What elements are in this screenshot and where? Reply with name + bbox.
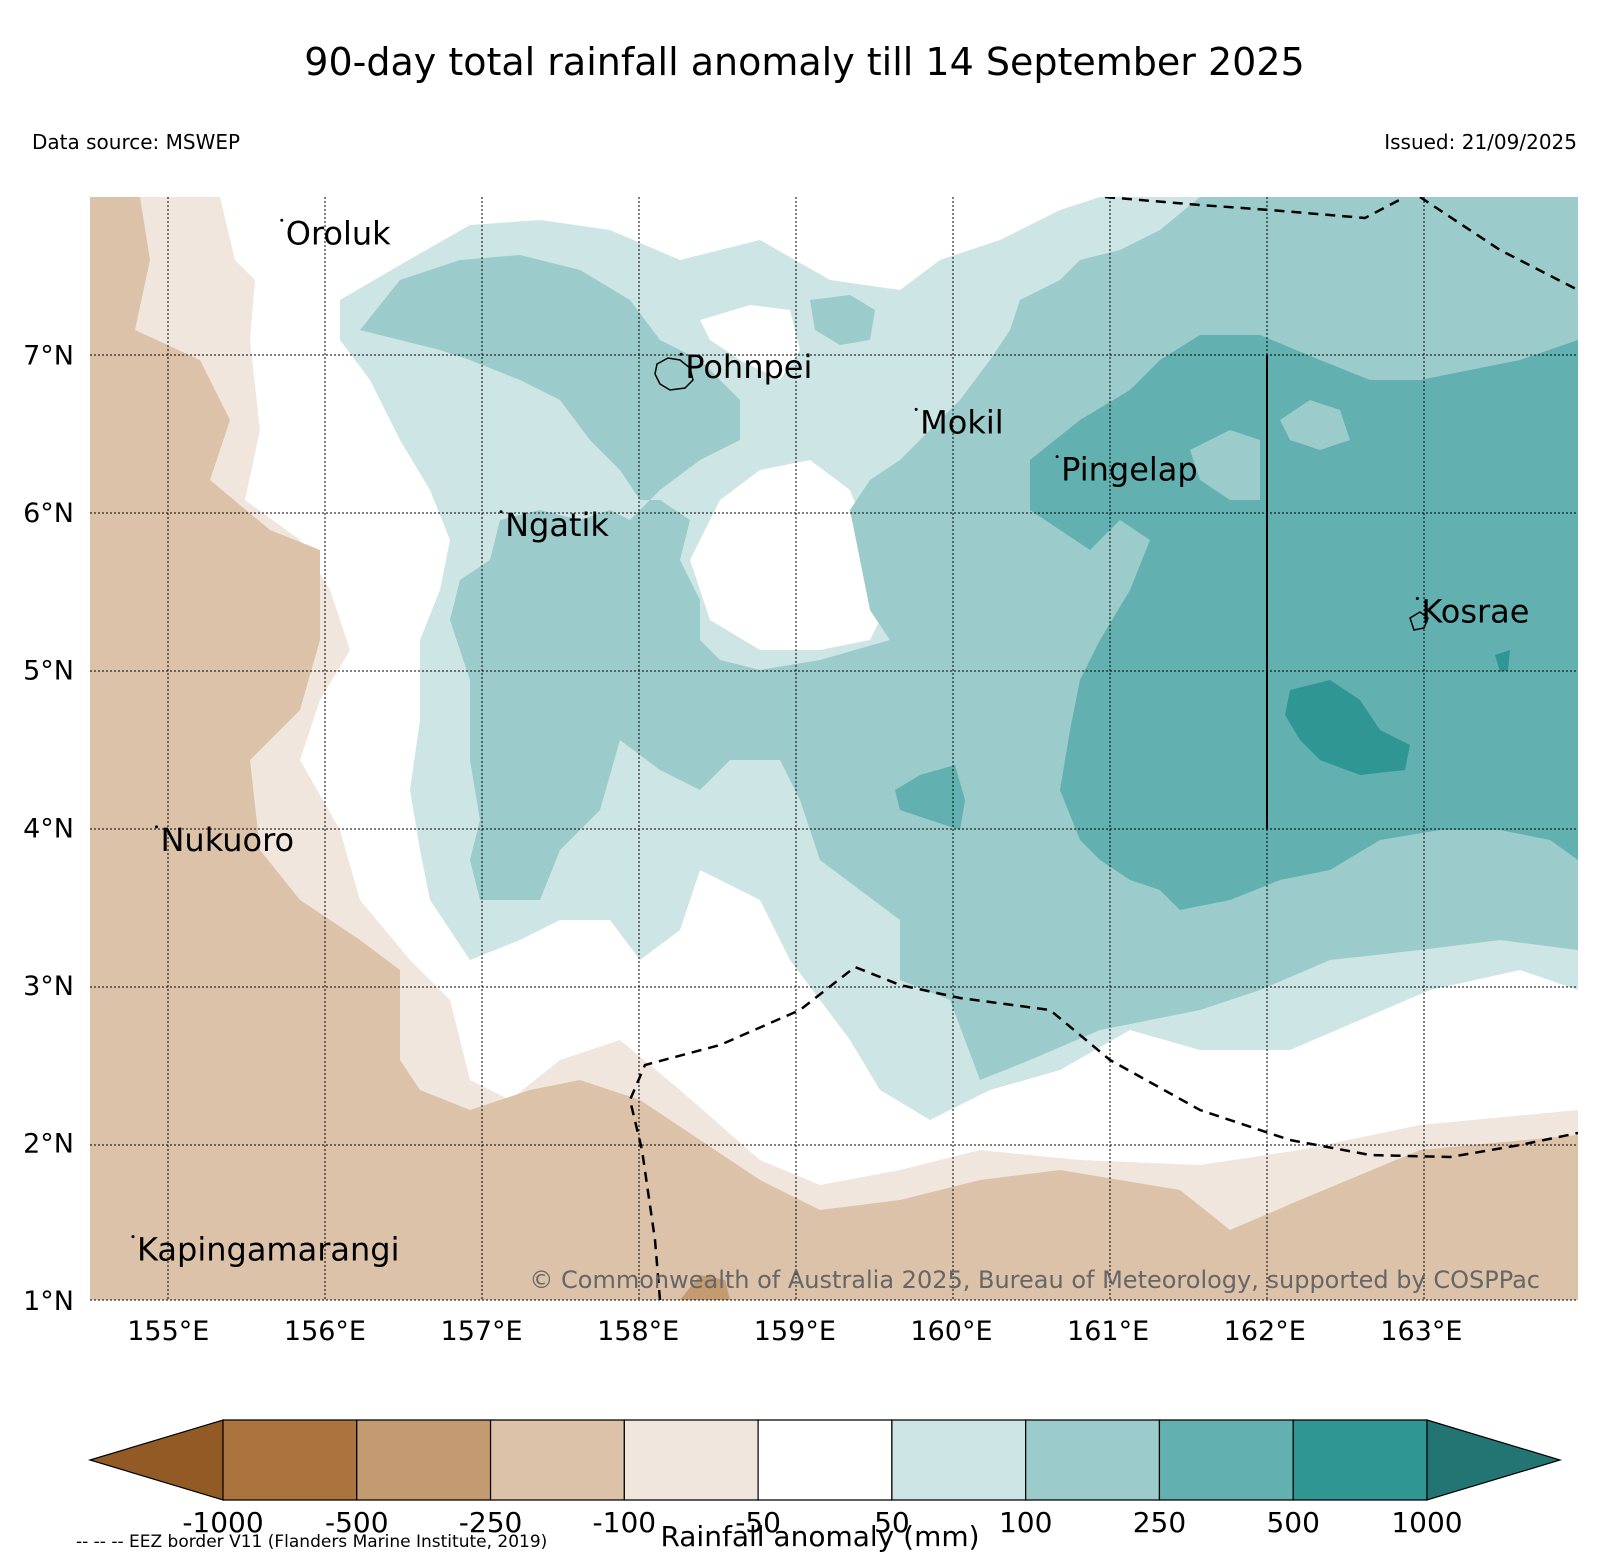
anomaly-contours (90, 197, 1578, 1300)
lon-tick-label: 157°E (441, 1316, 523, 1347)
place-label-nukuoro: Nukuoro (160, 821, 294, 859)
lon-tick-label: 160°E (910, 1316, 992, 1347)
colorbar-segment (757, 1419, 893, 1501)
colorbar-segment (1025, 1419, 1161, 1501)
colorbar-segment (1292, 1419, 1428, 1501)
place-marker (131, 1235, 135, 1239)
colorbar-segment (489, 1419, 625, 1501)
colorbar-tick-label: -250 (459, 1506, 523, 1539)
colorbar-segment (356, 1419, 492, 1501)
graticule (90, 197, 1578, 1301)
colorbar-label: Rainfall anomaly (mm) (660, 1520, 979, 1553)
place-marker (914, 407, 918, 411)
colorbar-tick-label: 500 (1266, 1506, 1319, 1539)
lat-tick-label: 4°N (23, 813, 74, 844)
colorbar-tick-label: -1000 (182, 1506, 263, 1539)
colorbar-segment (1158, 1419, 1294, 1501)
lon-tick-label: 162°E (1224, 1316, 1306, 1347)
lat-tick-label: 2°N (23, 1128, 74, 1159)
place-marker (154, 825, 158, 829)
colorbar-tick-label: -50 (735, 1506, 781, 1539)
issued-date-label: Issued: 21/09/2025 (1384, 130, 1577, 154)
place-label-oroluk: Oroluk (286, 214, 391, 252)
pohnpei-outline (654, 357, 694, 391)
colorbar-tick-label: 1000 (1391, 1506, 1462, 1539)
eez-footnote: -- -- -- EEZ border V11 (Flanders Marine… (76, 1532, 548, 1552)
lon-tick-label: 163°E (1380, 1316, 1462, 1347)
lat-tick-label: 3°N (23, 971, 74, 1002)
lat-tick-label: 7°N (23, 341, 74, 372)
place-marker (280, 218, 284, 222)
place-marker (679, 352, 683, 356)
colorbar-segment (623, 1419, 759, 1501)
colorbar-tick-labels: -1000 -500 -250 -100 -50 50 100 250 500 1000 (182, 1506, 1462, 1539)
kosrae-outline (1409, 611, 1429, 631)
latitude-tick-labels: 7°N 6°N 5°N 4°N 3°N 2°N 1°N (23, 341, 74, 1317)
lon-tick-label: 156°E (284, 1316, 366, 1347)
colorbar-extend-low (87, 1419, 224, 1501)
lon-tick-label: 161°E (1067, 1316, 1149, 1347)
place-labels: Oroluk Pohnpei Mokil Pingelap Ngatik Kosrae Nu… (131, 214, 1529, 1269)
longitude-tick-labels: 155°E 156°E 157°E 158°E 159°E 160°E 161°E 162°E… (127, 1316, 1462, 1347)
place-label-kapingamarangi: Kapingamarangi (137, 1231, 399, 1269)
place-label-kosrae: Kosrae (1421, 592, 1529, 630)
place-label-pingelap: Pingelap (1061, 451, 1198, 489)
lat-tick-label: 5°N (23, 656, 74, 687)
data-source-label: Data source: MSWEP (32, 130, 241, 154)
colorbar-tick-label: 250 (1133, 1506, 1186, 1539)
colorbar-tick-label: -500 (325, 1506, 389, 1539)
place-label-mokil: Mokil (920, 403, 1004, 441)
place-marker (1055, 455, 1059, 459)
lon-tick-label: 158°E (597, 1316, 679, 1347)
colorbar (87, 1419, 1563, 1501)
place-label-pohnpei: Pohnpei (685, 348, 812, 386)
colorbar-segment (891, 1419, 1027, 1501)
place-marker (499, 510, 503, 514)
copyright-notice: © Commonwealth of Australia 2025, Bureau… (529, 1266, 1540, 1294)
lat-tick-label: 6°N (23, 498, 74, 529)
colorbar-tick-label: 100 (999, 1506, 1052, 1539)
colorbar-extend-high (1426, 1419, 1563, 1501)
lon-tick-label: 159°E (754, 1316, 836, 1347)
lon-tick-label: 155°E (127, 1316, 209, 1347)
eez-borders (628, 197, 1578, 1300)
place-marker (1415, 596, 1419, 600)
lat-tick-label: 1°N (23, 1286, 74, 1317)
colorbar-segment (222, 1419, 358, 1501)
map-title: 90-day total rainfall anomaly till 14 Se… (304, 40, 1305, 84)
colorbar-tick-label: -100 (593, 1506, 657, 1539)
colorbar-tick-label: 50 (874, 1506, 910, 1539)
place-label-ngatik: Ngatik (505, 506, 609, 544)
